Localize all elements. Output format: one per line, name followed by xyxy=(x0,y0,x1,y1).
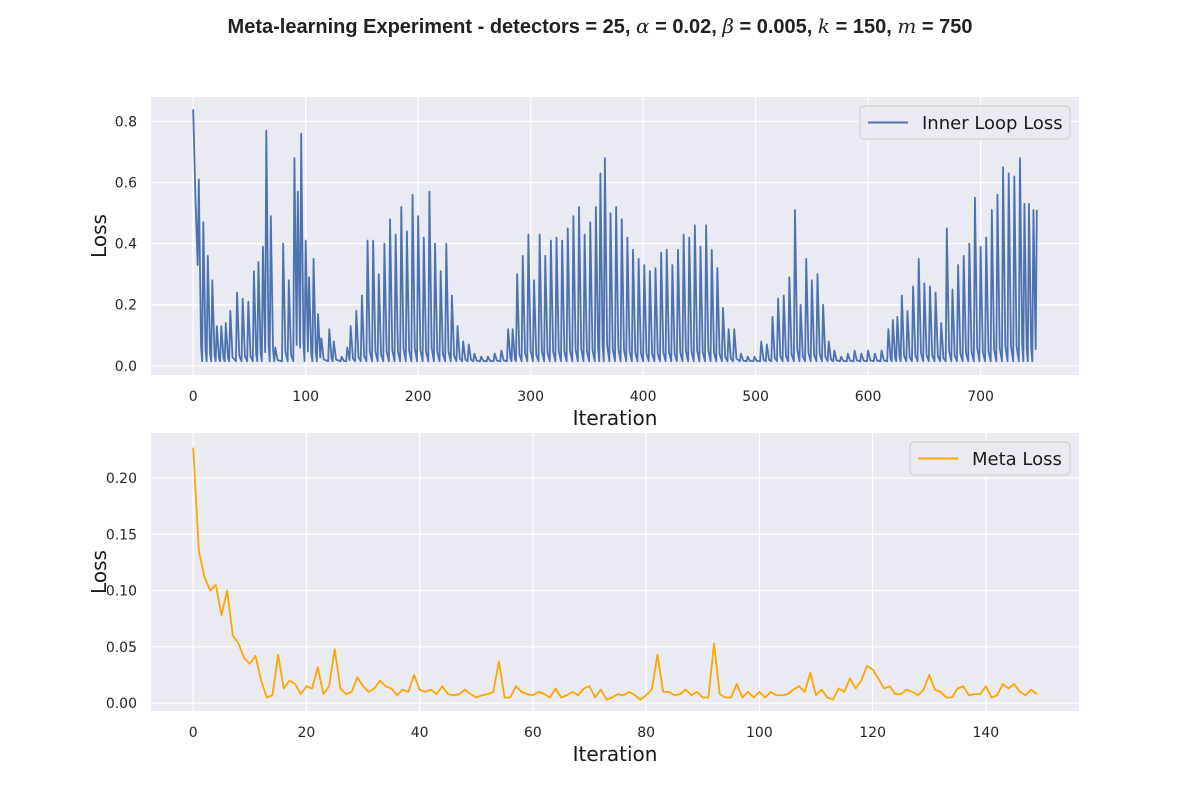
meta-loss-plot-area xyxy=(151,433,1079,711)
chart-title: Meta-learning Experiment - detectors = 2… xyxy=(0,14,1200,39)
title-m-symbol: m xyxy=(897,14,917,38)
inner-loop-loss-x-tick-label: 100 xyxy=(292,389,319,405)
inner-loop-loss-x-tick-label: 300 xyxy=(517,389,544,405)
inner-loop-loss-x-tick-label: 600 xyxy=(855,389,882,405)
inner-loop-loss-x-tick-label: 200 xyxy=(405,389,432,405)
meta-loss-x-axis-label: Iteration xyxy=(573,742,658,766)
title-prefix: Meta-learning Experiment - detectors = 2… xyxy=(227,16,637,38)
inner-loop-loss-y-tick-label: 0.2 xyxy=(115,298,137,314)
title-m-value: = 750 xyxy=(916,16,973,38)
title-alpha-symbol: α xyxy=(636,14,650,38)
inner-loop-loss-y-tick-label: 0.6 xyxy=(115,176,137,192)
meta-loss-y-tick-label: 0.05 xyxy=(106,640,137,656)
title-beta-symbol: β xyxy=(722,14,734,38)
meta-loss-x-tick-label: 120 xyxy=(859,725,886,741)
meta-loss-x-tick-label: 140 xyxy=(972,725,999,741)
inner-loop-loss-x-tick-label: 500 xyxy=(742,389,769,405)
title-alpha-value: = 0.02, xyxy=(649,16,723,38)
meta-loss-legend-label: Meta Loss xyxy=(972,449,1062,470)
inner-loop-loss-y-axis-label: Loss xyxy=(87,214,111,258)
meta-loss-x-tick-label: 20 xyxy=(298,725,316,741)
meta-loss-x-tick-label: 40 xyxy=(411,725,429,741)
meta-loss-x-tick-label: 0 xyxy=(189,725,198,741)
inner-loop-loss-x-tick-label: 700 xyxy=(967,389,994,405)
meta-loss-x-tick-label: 60 xyxy=(524,725,542,741)
inner-loop-loss-series-line xyxy=(192,109,1038,363)
inner-loop-loss-x-axis-label: Iteration xyxy=(573,406,658,430)
meta-loss-series-line xyxy=(192,447,1038,701)
meta-loss-legend xyxy=(909,441,1071,476)
inner-loop-loss-y-tick-label: 0.0 xyxy=(115,359,137,375)
inner-loop-loss-legend xyxy=(859,105,1071,140)
inner-loop-loss-legend-label: Inner Loop Loss xyxy=(922,113,1063,134)
meta-loss-panel: 0 20 40 60 80 100 120 140 0.00 0.05 0.10 0.15 0.20 It… xyxy=(87,433,1079,766)
inner-loop-loss-y-tick-label: 0.8 xyxy=(115,114,137,130)
title-k-symbol: k xyxy=(817,14,831,38)
title-beta-value: = 0.005, xyxy=(733,16,818,38)
title-k-value: = 150, xyxy=(830,16,898,38)
inner-loop-loss-panel: 0 100 200 300 400 500 600 700 0.0 0.2 0.4 0.6 0.8 Ite… xyxy=(87,97,1079,430)
meta-loss-y-tick-label: 0.15 xyxy=(106,527,137,543)
meta-loss-y-tick-label: 0.00 xyxy=(106,696,137,712)
inner-loop-loss-x-tick-label: 400 xyxy=(630,389,657,405)
meta-loss-y-tick-label: 0.20 xyxy=(106,471,137,487)
inner-loop-loss-y-tick-label: 0.4 xyxy=(115,237,137,253)
meta-loss-y-axis-label: Loss xyxy=(87,550,111,594)
meta-loss-x-tick-label: 80 xyxy=(637,725,655,741)
meta-loss-x-tick-label: 100 xyxy=(746,725,773,741)
inner-loop-loss-x-tick-label: 0 xyxy=(189,389,198,405)
meta-loss-y-tick-label: 0.10 xyxy=(106,584,137,600)
